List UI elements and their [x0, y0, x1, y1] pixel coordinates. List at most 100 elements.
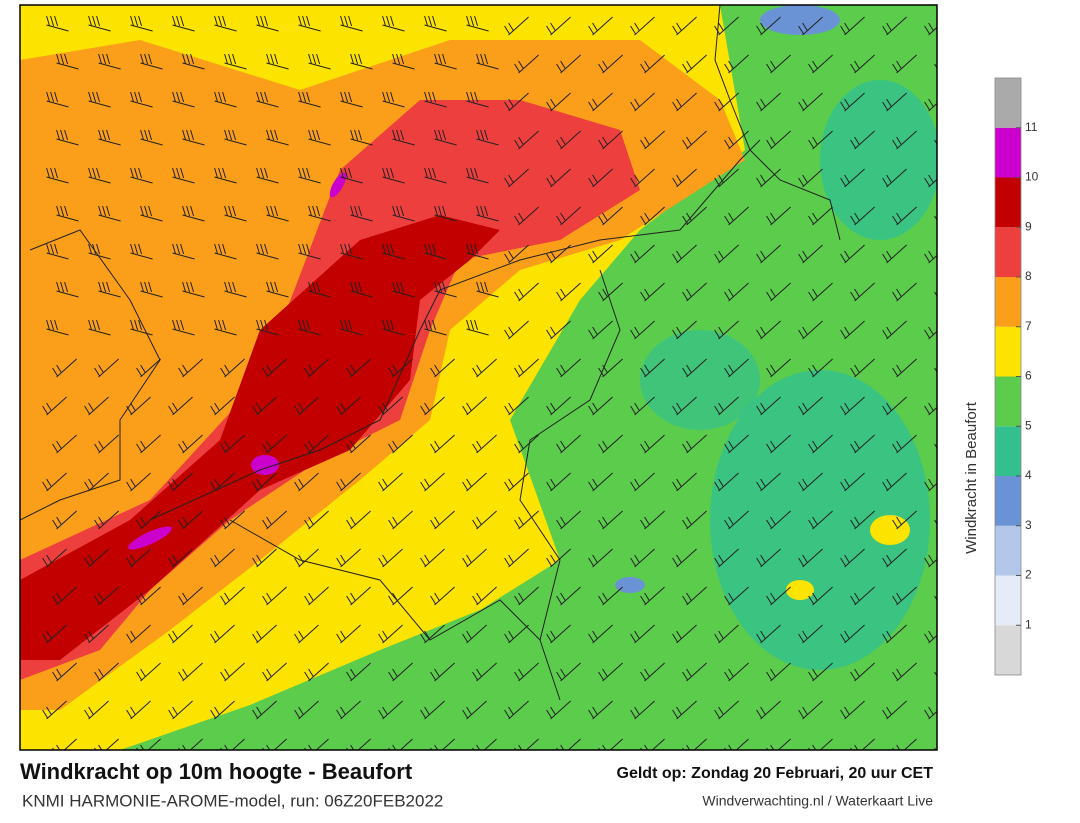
legend-swatch [995, 78, 1021, 128]
wind-barb [434, 129, 457, 146]
wind-barb [88, 15, 111, 32]
wind-barb [56, 53, 79, 70]
wind-barb [94, 358, 119, 378]
wind-barb [382, 167, 405, 184]
wind-barb [294, 396, 319, 416]
valid-time: Geldt op: Zondag 20 Februari, 20 uur CET [617, 765, 934, 782]
wind-barb [336, 548, 361, 568]
wind-barb [798, 168, 823, 188]
wind-barb [388, 434, 413, 454]
wind-barb [126, 396, 151, 416]
wind-barb [882, 700, 907, 720]
wind-barb [214, 91, 237, 108]
wind-barb [52, 586, 77, 606]
wind-barb [714, 548, 739, 568]
wind-barb [172, 167, 195, 184]
wind-barb [98, 53, 121, 70]
wind-barb [840, 472, 865, 492]
wind-barb [714, 320, 739, 340]
wind-barb [546, 244, 571, 264]
wind-barb [724, 358, 749, 378]
wind-barb [308, 129, 331, 146]
wind-barb [378, 548, 403, 568]
wind-barb [598, 206, 623, 226]
wind-barb [630, 624, 655, 644]
wind-barb [472, 586, 497, 606]
wind-barb [472, 434, 497, 454]
wind-barb [178, 662, 203, 682]
wind-barb [220, 358, 245, 378]
footer-title: Windkracht op 10m hoogte - Beaufort [20, 759, 413, 784]
wind-barb [840, 624, 865, 644]
wind-barb [392, 53, 415, 70]
wind-barb [882, 548, 907, 568]
wind-barb [504, 624, 529, 644]
wind-barb [220, 586, 245, 606]
wind-barb [546, 16, 571, 36]
wind-barb [140, 53, 163, 70]
wind-barb [514, 282, 539, 302]
wind-barb [588, 548, 613, 568]
wind-barb [840, 548, 865, 568]
wind-barb [388, 358, 413, 378]
wind-barb [672, 548, 697, 568]
wind-barb [546, 92, 571, 112]
wind-barb [462, 700, 487, 720]
wind-barb [808, 358, 833, 378]
wind-barb [462, 548, 487, 568]
wind-barb [682, 130, 707, 150]
wind-barb [56, 205, 79, 222]
wind-barb [640, 434, 665, 454]
wind-barb [346, 358, 371, 378]
legend-swatch [995, 177, 1021, 228]
wind-barb [130, 15, 153, 32]
wind-barb [46, 91, 69, 108]
wind-barb [934, 367, 937, 373]
wind-barb [504, 548, 529, 568]
wind-barb [84, 472, 109, 492]
wind-barb [724, 662, 749, 682]
wind-barb [382, 319, 405, 336]
wind-barb [224, 205, 247, 222]
wind-barb [42, 700, 67, 720]
wind-barb [808, 206, 833, 226]
wind-barb [214, 243, 237, 260]
wind-barb [850, 662, 875, 682]
wind-barb [724, 130, 749, 150]
wind-barb [514, 586, 539, 606]
wind-barb [140, 281, 163, 298]
wind-barb [714, 472, 739, 492]
wind-barb [756, 92, 781, 112]
wind-barb [252, 472, 277, 492]
wind-barb [424, 91, 447, 108]
wind-barb [256, 167, 279, 184]
wind-barb [882, 16, 907, 36]
wind-barb [42, 624, 67, 644]
wind-barb [210, 472, 235, 492]
wind-barb [630, 168, 655, 188]
wind-barb [168, 396, 193, 416]
wind-barb [98, 281, 121, 298]
legend-tick-label: 2 [1025, 568, 1032, 582]
wind-barb [640, 586, 665, 606]
wind-barb [504, 396, 529, 416]
wind-barb [640, 130, 665, 150]
wind-barb [850, 586, 875, 606]
wind-barb [434, 281, 457, 298]
wind-barb [808, 662, 833, 682]
wind-barb [766, 358, 791, 378]
wind-barb [850, 434, 875, 454]
wind-barb [88, 91, 111, 108]
wind-barb [682, 282, 707, 302]
wind-barb [224, 53, 247, 70]
wind-barb [476, 205, 499, 222]
wind-barb [392, 205, 415, 222]
wind-barb [434, 205, 457, 222]
footer-subtitle: KNMI HARMONIE-AROME-model, run: 06Z20FEB… [22, 791, 443, 810]
wind-barb [462, 472, 487, 492]
wind-barb [756, 396, 781, 416]
wind-barb [262, 586, 287, 606]
wind-barb [630, 548, 655, 568]
wind-barb [298, 91, 321, 108]
